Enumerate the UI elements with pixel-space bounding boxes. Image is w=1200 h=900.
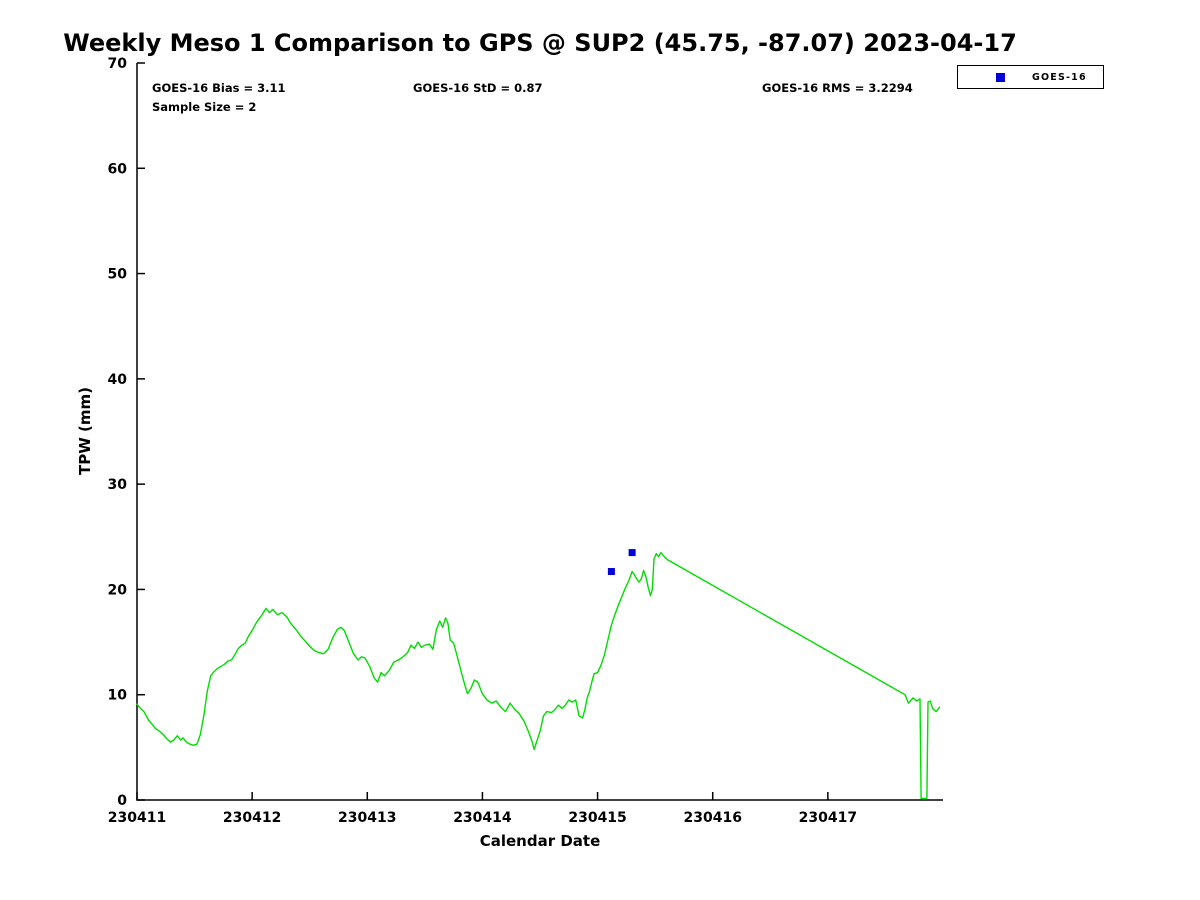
y-tick-label: 40: [108, 372, 128, 388]
legend: GOES-16: [957, 65, 1104, 89]
axes-frame: [136, 63, 943, 801]
y-tick-label: 20: [108, 582, 128, 598]
y-axis-label: TPW (mm): [76, 387, 94, 475]
y-tick-label: 60: [108, 161, 128, 177]
chart-title: Weekly Meso 1 Comparison to GPS @ SUP2 (…: [63, 29, 1017, 57]
goes-16-marker: [607, 568, 615, 576]
y-tick-label: 0: [117, 793, 127, 809]
y-tick-label: 70: [108, 56, 128, 72]
goes-16-marker-icon: [996, 72, 1005, 82]
x-tick-label: 230417: [799, 810, 857, 826]
x-tick-label: 230413: [338, 810, 396, 826]
x-tick-label: 230411: [108, 810, 166, 826]
x-tick-label: 230412: [223, 810, 281, 826]
x-tick-label: 230414: [453, 810, 512, 826]
legend-label-goes-16: GOES-16: [1032, 71, 1087, 83]
stat-std: GOES-16 StD = 0.87: [413, 81, 543, 95]
stat-bias: GOES-16 Bias = 3.11: [152, 81, 286, 95]
y-tick-label: 50: [108, 267, 128, 283]
x-axis-label: Calendar Date: [479, 832, 601, 850]
x-tick-label: 230415: [568, 810, 626, 826]
goes-16-marker: [628, 549, 636, 557]
x-tick-label: 230416: [683, 810, 741, 826]
stat-sample-size: Sample Size = 2: [152, 100, 257, 114]
gps-tpw-line: [136, 551, 941, 800]
y-tick-label: 10: [108, 688, 128, 704]
stat-rms: GOES-16 RMS = 3.2294: [762, 81, 913, 95]
y-tick-label: 30: [108, 477, 128, 493]
